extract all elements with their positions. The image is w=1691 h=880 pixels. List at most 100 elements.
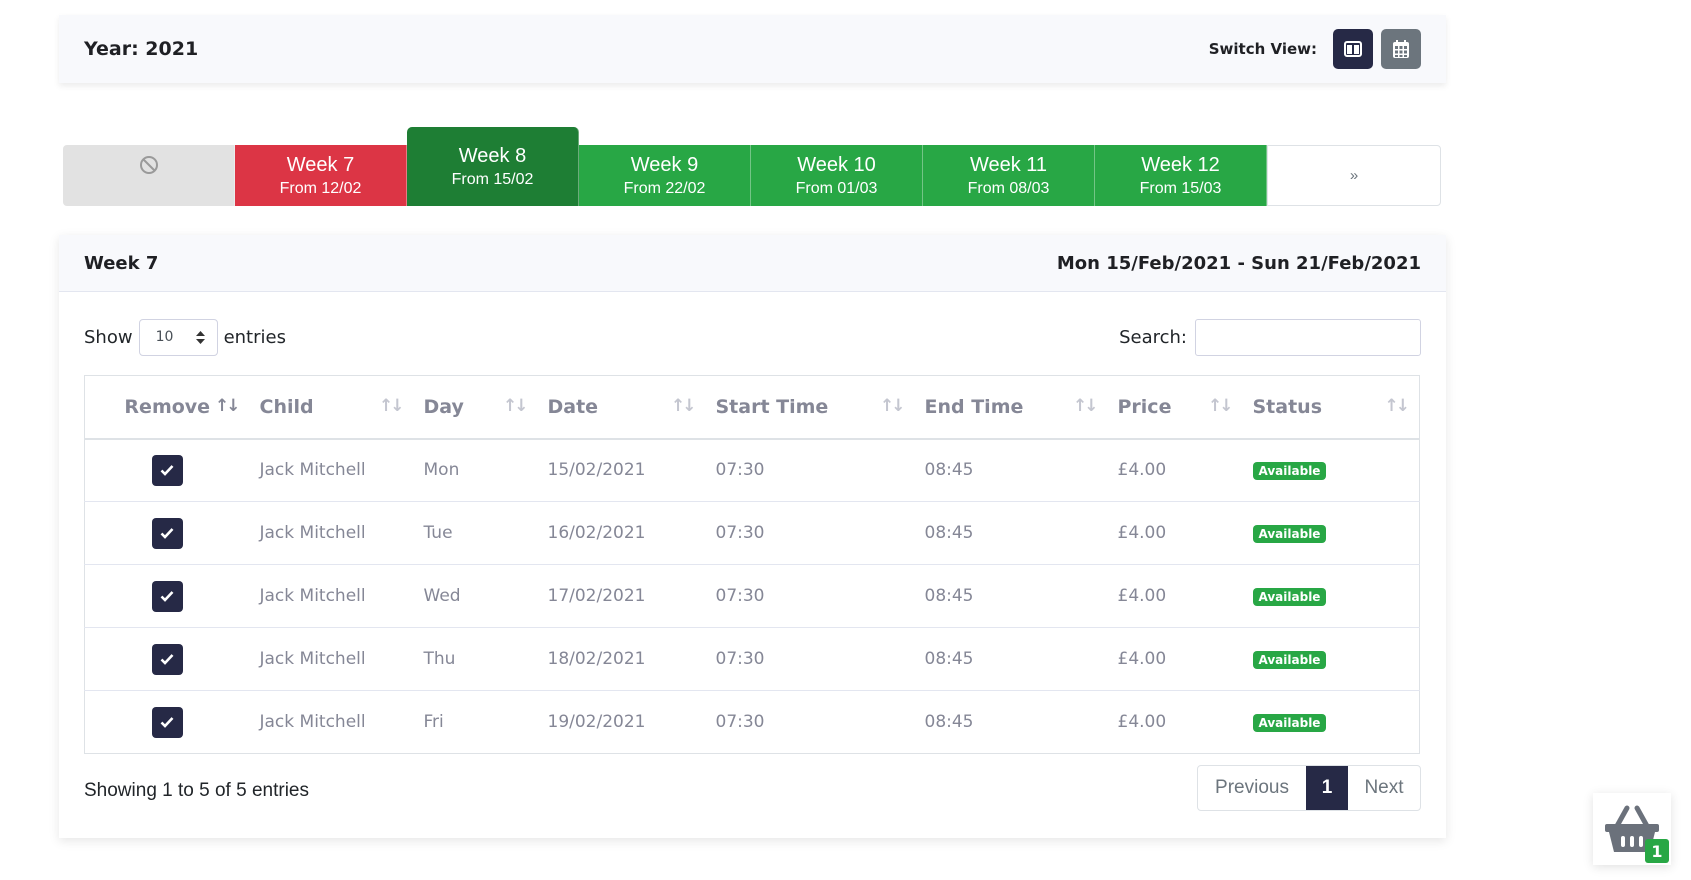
child-cell: Jack Mitchell (249, 627, 414, 691)
table-info: Showing 1 to 5 of 5 entries (84, 780, 309, 801)
column-header-start-time[interactable]: Start Time ↑↓ (705, 375, 915, 440)
remove-checkbox[interactable] (151, 706, 183, 738)
day-cell: Tue (413, 501, 538, 565)
remove-cell (84, 501, 250, 565)
bookings-table: Remove ↑↓ Child ↑↓ Day ↑↓ Date ↑↓ Start Time… (84, 375, 1420, 754)
end-time-cell: 08:45 (914, 627, 1108, 691)
week-tab-12[interactable]: Week 12 From 15/03 (1095, 145, 1267, 206)
week-title: Week 7 (84, 252, 159, 274)
price-cell: £4.00 (1107, 690, 1243, 754)
entries-per-page-value: 10 (155, 329, 174, 345)
pagination: Previous 1 Next (1197, 765, 1421, 811)
table-header-row: Remove ↑↓ Child ↑↓ Day ↑↓ Date ↑↓ Start Time… (84, 375, 1420, 440)
price-cell: £4.00 (1107, 564, 1243, 628)
calendar-view-button[interactable] (1381, 29, 1421, 69)
previous-page-button[interactable]: Previous (1215, 777, 1289, 798)
remove-checkbox[interactable] (151, 517, 183, 549)
status-badge: Available (1252, 525, 1327, 543)
check-icon (160, 654, 174, 665)
next-page-button[interactable]: Next (1364, 777, 1404, 798)
card-header: Week 7 Mon 15/Feb/2021 - Sun 21/Feb/2021 (59, 235, 1446, 292)
column-header-child[interactable]: Child ↑↓ (249, 375, 414, 440)
sort-icon: ↑↓ (215, 396, 240, 416)
week-label: Week 10 (797, 153, 876, 176)
column-header-price[interactable]: Price ↑↓ (1107, 375, 1243, 440)
date-cell: 17/02/2021 (537, 564, 706, 628)
week-from: From 22/02 (623, 179, 706, 197)
sort-icon: ↑↓ (1208, 396, 1233, 416)
week-label: Week 8 (458, 144, 527, 167)
week-tab-8[interactable]: Week 8 From 15/02 (407, 127, 579, 206)
price-cell: £4.00 (1107, 438, 1243, 502)
sort-icon: ↑↓ (1073, 396, 1098, 416)
start-time-cell: 07:30 (705, 627, 915, 691)
table-row: Jack Mitchell Fri 19/02/2021 07:30 08:45… (84, 690, 1420, 754)
status-cell: Available (1242, 690, 1420, 754)
end-time-cell: 08:45 (914, 564, 1108, 628)
week-tab-9[interactable]: Week 9 From 22/02 (579, 145, 751, 206)
double-chevron-right-icon: » (1349, 166, 1359, 184)
week-from: From 12/02 (279, 179, 362, 197)
column-header-date[interactable]: Date ↑↓ (537, 375, 706, 440)
table-row: Jack Mitchell Tue 16/02/2021 07:30 08:45… (84, 501, 1420, 565)
status-cell: Available (1242, 438, 1420, 502)
page-1-button[interactable]: 1 (1306, 766, 1348, 810)
date-cell: 15/02/2021 (537, 438, 706, 502)
status-badge: Available (1252, 714, 1327, 732)
remove-cell (84, 564, 250, 628)
week-tab-7[interactable]: Week 7 From 12/02 (235, 145, 407, 206)
show-label: Show (84, 326, 133, 348)
start-time-cell: 07:30 (705, 501, 915, 565)
ban-icon (139, 156, 158, 174)
sort-icon: ↑↓ (1384, 396, 1410, 416)
entries-label: entries (223, 326, 286, 348)
list-view-button[interactable] (1333, 29, 1373, 69)
remove-checkbox[interactable] (151, 643, 183, 675)
next-weeks-button[interactable]: » (1267, 145, 1441, 206)
day-cell: Fri (413, 690, 538, 754)
table-row: Jack Mitchell Wed 17/02/2021 07:30 08:45… (84, 564, 1420, 628)
basket-button[interactable]: 1 (1593, 793, 1671, 865)
columns-icon (1344, 41, 1362, 57)
start-time-cell: 07:30 (705, 438, 915, 502)
week-bookings-card: Week 7 Mon 15/Feb/2021 - Sun 21/Feb/2021… (59, 235, 1446, 838)
week-from: From 15/03 (1139, 179, 1222, 197)
table-row: Jack Mitchell Thu 18/02/2021 07:30 08:45… (84, 627, 1420, 691)
child-cell: Jack Mitchell (249, 690, 414, 754)
price-cell: £4.00 (1107, 627, 1243, 691)
sort-icon: ↑↓ (880, 396, 905, 416)
sort-icon: ↑↓ (379, 396, 404, 416)
week-label: Week 12 (1141, 153, 1220, 176)
remove-checkbox[interactable] (151, 580, 183, 612)
status-badge: Available (1252, 651, 1327, 669)
end-time-cell: 08:45 (914, 501, 1108, 565)
week-tab-11[interactable]: Week 11 From 08/03 (923, 145, 1095, 206)
calendar-icon (1393, 40, 1409, 58)
sort-icon: ↑↓ (671, 396, 696, 416)
day-cell: Mon (413, 438, 538, 502)
status-cell: Available (1242, 627, 1420, 691)
column-header-day[interactable]: Day ↑↓ (413, 375, 538, 440)
table-controls: Show 10 entries Search: (84, 318, 1421, 356)
child-cell: Jack Mitchell (249, 564, 414, 628)
date-cell: 19/02/2021 (537, 690, 706, 754)
child-cell: Jack Mitchell (249, 501, 414, 565)
table-row: Jack Mitchell Mon 15/02/2021 07:30 08:45… (84, 438, 1420, 502)
search-input[interactable] (1195, 318, 1421, 356)
entries-per-page-select[interactable]: 10 (138, 318, 218, 356)
status-cell: Available (1242, 564, 1420, 628)
remove-checkbox[interactable] (151, 454, 183, 486)
end-time-cell: 08:45 (914, 438, 1108, 502)
week-selector: Week 7 From 12/02 Week 8 From 15/02 Week… (63, 127, 1441, 207)
price-cell: £4.00 (1107, 501, 1243, 565)
year-bar: Year: 2021 Switch View: (59, 15, 1446, 83)
week-tab-10[interactable]: Week 10 From 01/03 (751, 145, 923, 206)
status-badge: Available (1252, 462, 1327, 481)
column-header-status[interactable]: Status ↑↓ (1242, 375, 1420, 440)
length-control: Show 10 entries (84, 318, 286, 356)
column-header-end-time[interactable]: End Time ↑↓ (914, 375, 1108, 440)
column-header-remove[interactable]: Remove ↑↓ (84, 375, 250, 440)
date-cell: 16/02/2021 (537, 501, 706, 565)
check-icon (160, 465, 174, 477)
end-time-cell: 08:45 (914, 690, 1108, 754)
